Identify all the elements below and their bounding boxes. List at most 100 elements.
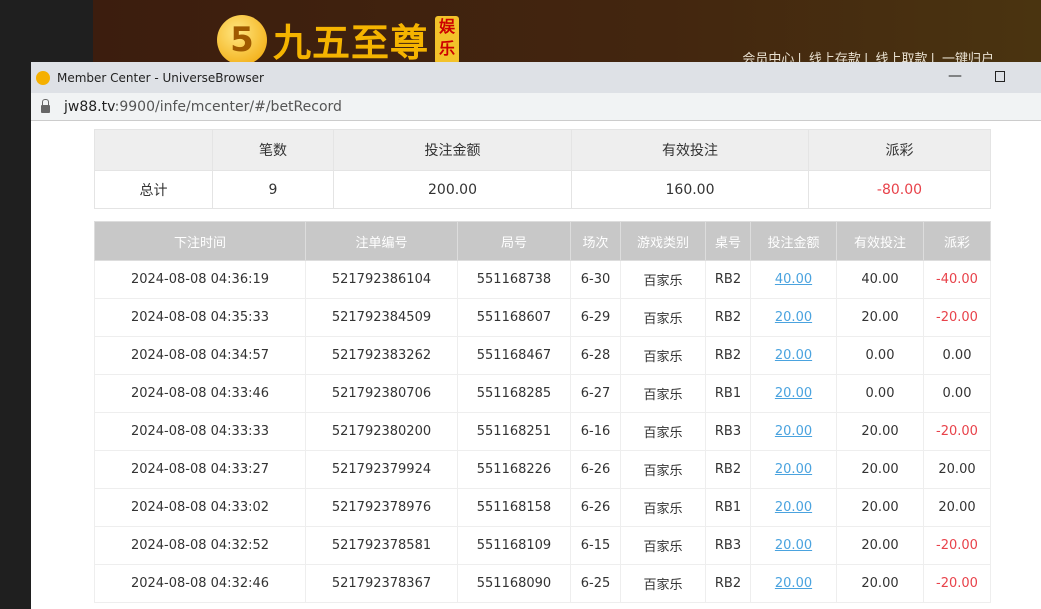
valid-bet: 20.00 [836, 450, 924, 489]
address-bar[interactable]: jw88.tv:9900/infe/mcenter/#/betRecord [31, 93, 1041, 121]
header-table-no: 桌号 [705, 221, 751, 261]
payout: -20.00 [923, 564, 991, 603]
round-no: 551168285 [457, 374, 571, 413]
summary-header [94, 129, 213, 171]
bet-amount-link[interactable]: 20.00 [750, 450, 837, 489]
game-type: 百家乐 [620, 450, 706, 489]
payout: 20.00 [923, 488, 991, 527]
summary-row: 总计 9 200.00 160.00 -80.00 [94, 170, 991, 209]
table-row: 2024-08-08 04:33:46 521792380706 551168285… [94, 374, 991, 413]
order-no: 521792386104 [305, 260, 458, 299]
table-no: RB2 [705, 450, 751, 489]
session: 6-29 [570, 298, 621, 337]
bet-amount-link[interactable]: 20.00 [750, 564, 837, 603]
valid-bet: 0.00 [836, 374, 924, 413]
header-game-type: 游戏类别 [620, 221, 706, 261]
bet-amount-link[interactable]: 20.00 [750, 336, 837, 375]
bet-amount-link[interactable]: 20.00 [750, 526, 837, 565]
table-row: 2024-08-08 04:33:02 521792378976 551168158… [94, 488, 991, 527]
session: 6-28 [570, 336, 621, 375]
game-type: 百家乐 [620, 564, 706, 603]
header-bet-amount: 投注金额 [750, 221, 837, 261]
bet-time: 2024-08-08 04:32:52 [94, 526, 306, 565]
app-icon [36, 70, 50, 85]
bet-time: 2024-08-08 04:33:33 [94, 412, 306, 451]
valid-bet: 20.00 [836, 298, 924, 337]
session: 6-25 [570, 564, 621, 603]
round-no: 551168090 [457, 564, 571, 603]
title-bar[interactable]: Member Center - UniverseBrowser — [31, 62, 1041, 93]
bet-amount-link[interactable]: 20.00 [750, 488, 837, 527]
round-no: 551168467 [457, 336, 571, 375]
bet-time: 2024-08-08 04:33:46 [94, 374, 306, 413]
session: 6-26 [570, 450, 621, 489]
bet-time: 2024-08-08 04:36:19 [94, 260, 306, 299]
header-bet-time: 下注时间 [94, 221, 306, 261]
round-no: 551168607 [457, 298, 571, 337]
order-no: 521792383262 [305, 336, 458, 375]
game-type: 百家乐 [620, 298, 706, 337]
site-logo[interactable]: 5 九五至尊 娱乐 [217, 12, 460, 67]
table-no: RB2 [705, 260, 751, 299]
order-no: 521792384509 [305, 298, 458, 337]
bet-time: 2024-08-08 04:35:33 [94, 298, 306, 337]
payout: 0.00 [923, 336, 991, 375]
payout: 0.00 [923, 374, 991, 413]
valid-bet: 20.00 [836, 488, 924, 527]
table-row: 2024-08-08 04:34:57 521792383262 551168467… [94, 336, 991, 375]
payout: -20.00 [923, 526, 991, 565]
valid-bet: 40.00 [836, 260, 924, 299]
bet-amount-link[interactable]: 20.00 [750, 412, 837, 451]
summary-valid-bet: 160.00 [571, 170, 809, 209]
site-header: 5 九五至尊 娱乐 会员中心 | 线上存款 | 线上取款 | 一键归户 [93, 0, 1041, 67]
logo-badge: 娱乐 [435, 15, 460, 64]
session: 6-26 [570, 488, 621, 527]
url-text[interactable]: jw88.tv:9900/infe/mcenter/#/betRecord [64, 98, 342, 115]
round-no: 551168109 [457, 526, 571, 565]
valid-bet: 20.00 [836, 412, 924, 451]
header-valid-bet: 有效投注 [836, 221, 924, 261]
summary-count: 9 [212, 170, 334, 209]
payout: -20.00 [923, 298, 991, 337]
table-no: RB2 [705, 564, 751, 603]
game-type: 百家乐 [620, 260, 706, 299]
table-no: RB3 [705, 412, 751, 451]
header-round-no: 局号 [457, 221, 571, 261]
bet-amount-link[interactable]: 20.00 [750, 298, 837, 337]
window-title: Member Center - UniverseBrowser [57, 70, 264, 85]
game-type: 百家乐 [620, 412, 706, 451]
game-type: 百家乐 [620, 488, 706, 527]
desktop-background [0, 0, 31, 609]
desktop-background [31, 0, 93, 62]
payout: -20.00 [923, 412, 991, 451]
summary-header: 派彩 [808, 129, 991, 171]
order-no: 521792378581 [305, 526, 458, 565]
session: 6-15 [570, 526, 621, 565]
minimize-button[interactable]: — [948, 68, 962, 84]
order-no: 521792378367 [305, 564, 458, 603]
summary-table: 笔数 投注金额 有效投注 派彩 总计 9 200.00 160.00 -80.0… [94, 129, 991, 209]
round-no: 551168738 [457, 260, 571, 299]
round-no: 551168226 [457, 450, 571, 489]
session: 6-27 [570, 374, 621, 413]
bet-amount-link[interactable]: 40.00 [750, 260, 837, 299]
payout: 20.00 [923, 450, 991, 489]
browser-window: Member Center - UniverseBrowser — jw88.t… [31, 62, 1041, 609]
table-row: 2024-08-08 04:32:52 521792378581 551168109… [94, 526, 991, 565]
table-row: 2024-08-08 04:33:33 521792380200 551168251… [94, 412, 991, 451]
game-type: 百家乐 [620, 336, 706, 375]
table-row: 2024-08-08 04:33:27 521792379924 551168226… [94, 450, 991, 489]
round-no: 551168251 [457, 412, 571, 451]
bet-amount-link[interactable]: 20.00 [750, 374, 837, 413]
payout: -40.00 [923, 260, 991, 299]
order-no: 521792378976 [305, 488, 458, 527]
header-payout: 派彩 [923, 221, 991, 261]
order-no: 521792379924 [305, 450, 458, 489]
bet-time: 2024-08-08 04:32:46 [94, 564, 306, 603]
table-no: RB1 [705, 374, 751, 413]
bet-record-table: 下注时间 注单编号 局号 场次 游戏类别 桌号 投注金额 有效投注 派彩 2024-08-08 … [94, 221, 991, 603]
round-no: 551168158 [457, 488, 571, 527]
game-type: 百家乐 [620, 526, 706, 565]
valid-bet: 20.00 [836, 526, 924, 565]
maximize-button[interactable] [995, 71, 1005, 82]
